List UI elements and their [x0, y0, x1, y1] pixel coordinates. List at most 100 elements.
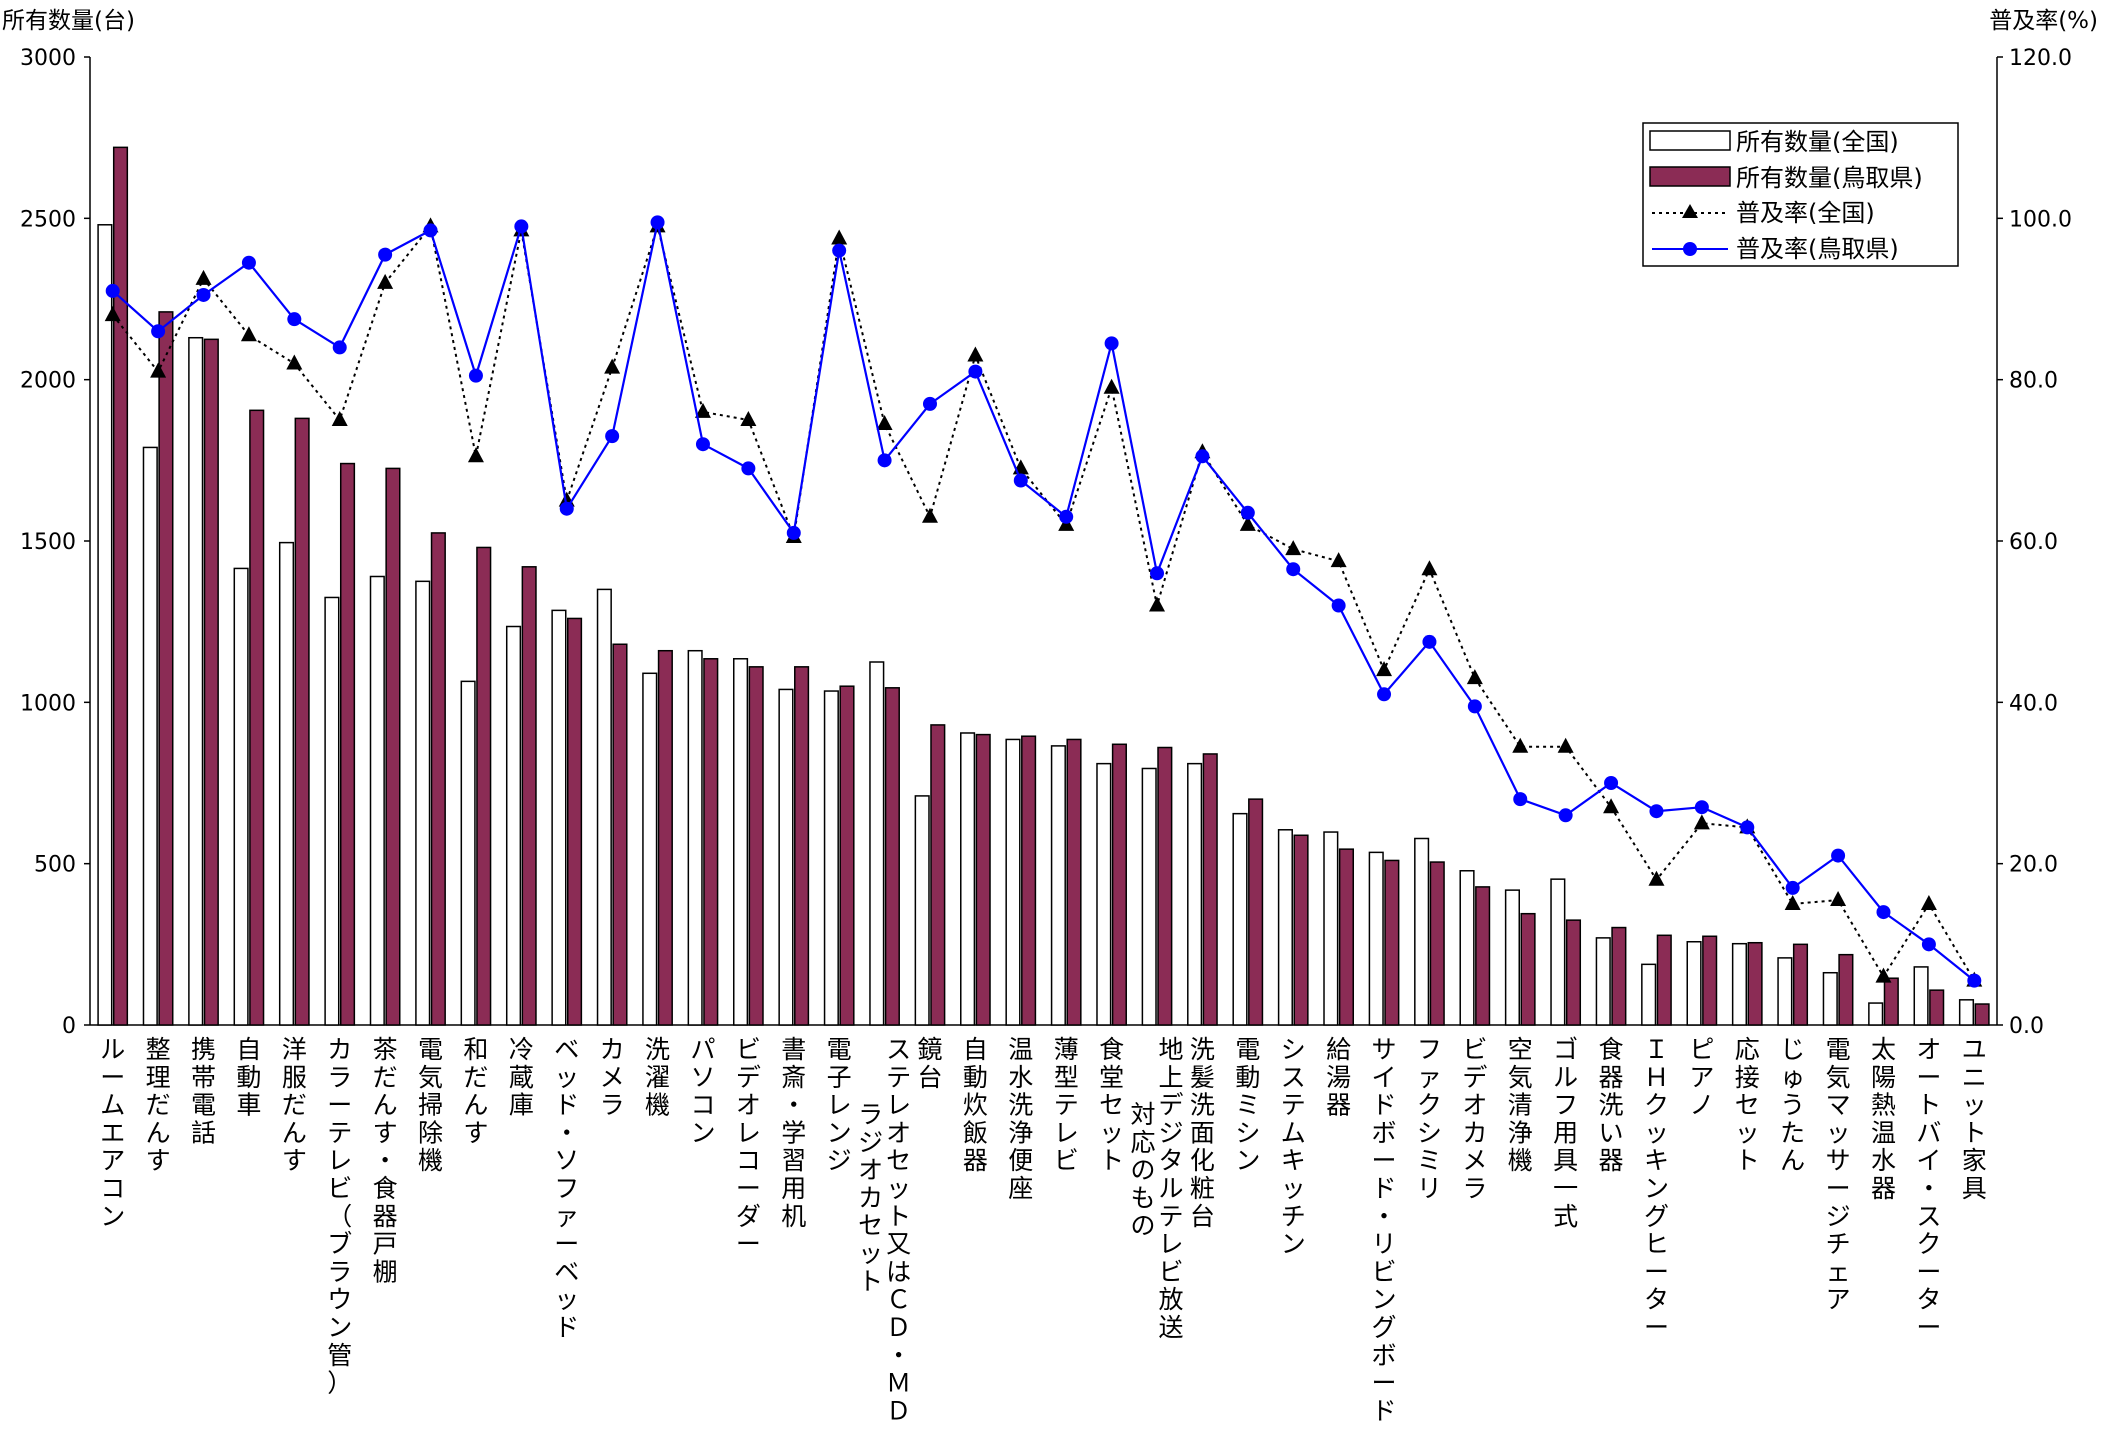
- bar-national-26: [1277, 829, 1293, 1026]
- right-tick-label: 100.0: [2009, 207, 2072, 232]
- category-label-30: ビデオカメラ: [1462, 1035, 1487, 1203]
- left-tick-label: 1500: [20, 530, 76, 555]
- category-label-text: 電気掃除機: [418, 1035, 443, 1175]
- marker-tottori-36: [1740, 820, 1755, 835]
- bar-national-4: [278, 541, 295, 1026]
- category-label-15: 書斎・学習用机: [781, 1035, 806, 1231]
- marker-tottori-41: [1967, 973, 1982, 988]
- category-label-38: 電気マッサージチェア: [1826, 1035, 1851, 1314]
- bar-tottori-6: [385, 467, 401, 1026]
- bar-national-20: [1005, 738, 1021, 1026]
- marker-national-38: [1830, 890, 1847, 906]
- marker-tottori-33: [1604, 776, 1619, 790]
- category-label-text: 冷蔵庫: [509, 1035, 534, 1120]
- bar-national-3: [233, 567, 249, 1026]
- category-label-11: カメラ: [600, 1035, 625, 1120]
- category-label-29: ファクシミリ: [1417, 1035, 1442, 1203]
- category-label-27: 給湯器: [1326, 1035, 1351, 1120]
- bar-group: [97, 146, 1990, 1026]
- bar-tottori-41: [1974, 1003, 1990, 1026]
- category-label-34: ＩＨクッキングヒーター: [1644, 1035, 1669, 1342]
- left-axis-ticks: 0 500 1000 1500 2000 2500 3000: [20, 46, 90, 1039]
- category-label-text: 自動車: [236, 1035, 261, 1120]
- category-label-text: 対応のもの: [1131, 1100, 1156, 1240]
- category-label-text: 地上デジタルテレビ放送: [1159, 1035, 1184, 1342]
- bar-national-41: [1958, 999, 1975, 1026]
- category-label-text: 整理だんす: [146, 1035, 171, 1175]
- legend-label-tottori-bar: 所有数量(鳥取県): [1736, 164, 1923, 192]
- category-label-19: 自動炊飯器: [963, 1035, 988, 1175]
- bar-tottori-33: [1611, 926, 1627, 1026]
- marker-tottori-37: [1785, 880, 1800, 895]
- marker-national-25: [1239, 515, 1256, 531]
- category-label-4: 洋服だんす: [282, 1035, 307, 1175]
- left-tick-label: 2000: [20, 369, 76, 394]
- left-tick-label: 3000: [20, 46, 76, 71]
- marker-national-30: [1466, 669, 1483, 685]
- bar-tottori-2: [203, 338, 219, 1026]
- marker-tottori-18: [922, 396, 937, 411]
- bar-national-31: [1504, 889, 1520, 1026]
- marker-tottori-22: [1104, 336, 1119, 351]
- line-tottori: [111, 222, 1975, 982]
- marker-national-13: [694, 402, 711, 418]
- category-label-33: 食器洗い器: [1599, 1035, 1624, 1175]
- category-label-40: オートバイ・スクーター: [1916, 1035, 1941, 1342]
- bar-national-21: [1050, 745, 1066, 1026]
- bar-tottori-27: [1338, 848, 1355, 1026]
- marker-tottori-3: [241, 255, 256, 270]
- marker-national-14: [740, 411, 757, 426]
- marker-tottori-2: [196, 287, 211, 302]
- marker-tottori-19: [968, 364, 983, 379]
- marker-national-5: [331, 411, 348, 426]
- marker-national-17: [876, 415, 893, 431]
- marker-tottori-21: [1059, 509, 1074, 524]
- category-label-text: 携帯電話: [191, 1035, 216, 1147]
- category-label-24: 洗髪洗面化粧台: [1190, 1035, 1215, 1231]
- bar-tottori-10: [567, 617, 583, 1026]
- bar-tottori-21: [1066, 738, 1082, 1026]
- right-tick-label: 60.0: [2009, 530, 2058, 555]
- bar-tottori-9: [521, 566, 537, 1026]
- category-label-text: 自動炊飯器: [963, 1035, 988, 1175]
- bar-national-22: [1096, 762, 1112, 1026]
- marker-tottori-34: [1649, 804, 1664, 819]
- bar-tottori-12: [657, 649, 673, 1026]
- marker-national-16: [831, 229, 848, 245]
- bar-national-5: [324, 596, 340, 1026]
- bar-tottori-36: [1747, 941, 1763, 1026]
- marker-national-1: [150, 362, 167, 378]
- marker-tottori-27: [1331, 598, 1346, 613]
- legend-marker-tottori-circle: [1683, 242, 1697, 256]
- marker-national-23: [1149, 596, 1166, 612]
- legend-swatch-tottori-bar: [1649, 166, 1731, 187]
- right-axis-title: 普及率(%): [1989, 8, 2098, 34]
- category-label-0: ルームエアコン: [100, 1035, 125, 1231]
- bar-national-11: [596, 588, 612, 1026]
- category-label-20: 温水洗浄便座: [1008, 1035, 1033, 1203]
- category-label-14: ビデオレコーダー: [736, 1035, 761, 1259]
- category-label-7: 電気掃除機: [418, 1035, 443, 1175]
- bar-national-12: [642, 672, 658, 1026]
- bar-national-24: [1187, 762, 1203, 1026]
- marker-tottori-30: [1467, 699, 1482, 714]
- bar-national-30: [1459, 870, 1475, 1026]
- bar-national-27: [1323, 831, 1339, 1026]
- category-label-text: 空気清浄機: [1508, 1035, 1533, 1175]
- bar-tottori-32: [1565, 919, 1582, 1026]
- marker-national-26: [1285, 540, 1302, 556]
- category-label-22: 食堂セット: [1099, 1035, 1124, 1175]
- marker-national-22: [1103, 378, 1120, 394]
- category-label-25: 電動ミシン: [1235, 1035, 1260, 1175]
- legend: 所有数量(全国) 所有数量(鳥取県) 普及率(全国) 普及率(鳥取県): [1642, 122, 1959, 267]
- category-label-36: 応接セット: [1735, 1035, 1760, 1175]
- category-label-12: 洗濯機: [645, 1035, 670, 1120]
- category-label-text: 給湯器: [1326, 1035, 1351, 1120]
- marker-tottori-25: [1240, 505, 1255, 520]
- category-label-text: オートバイ・スクーター: [1916, 1035, 1941, 1342]
- category-label-text: ラジオカセット: [858, 1100, 883, 1296]
- bar-national-36: [1731, 942, 1748, 1026]
- bar-national-29: [1414, 837, 1430, 1026]
